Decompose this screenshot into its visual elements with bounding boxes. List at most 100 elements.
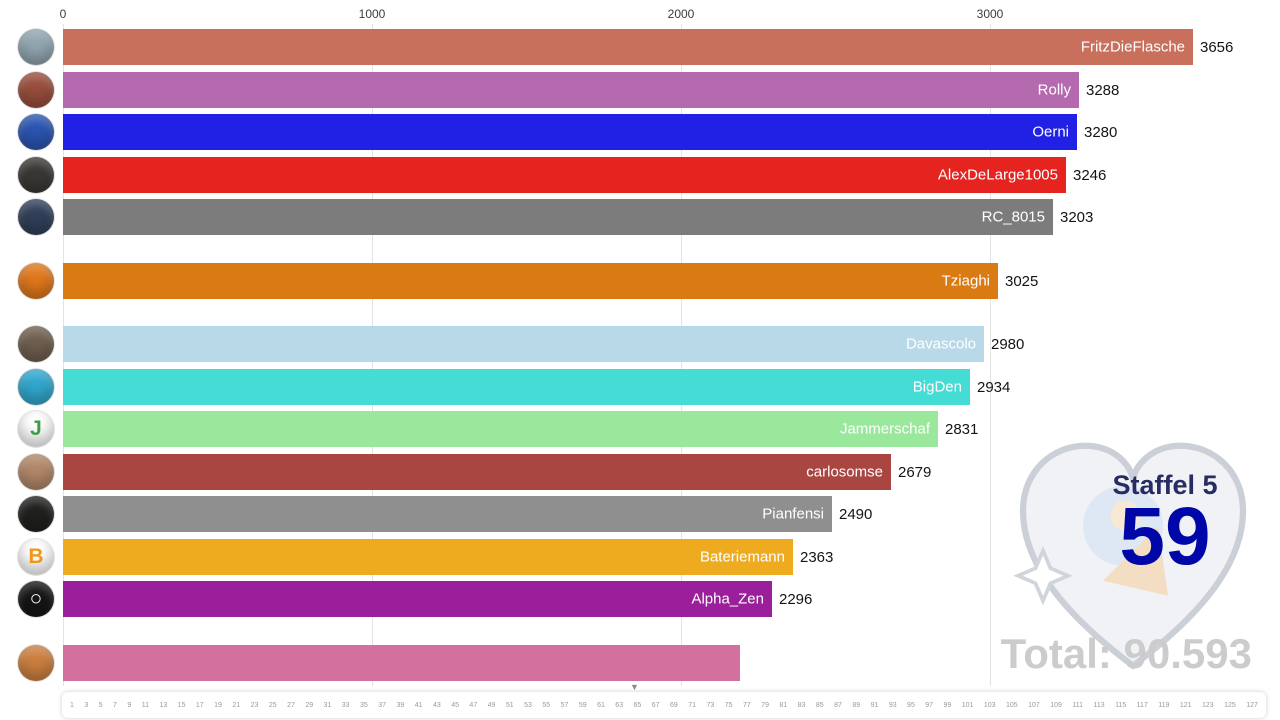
chart-row: FritzDieFlasche 3656 [0, 29, 1233, 65]
bar-value: 3288 [1086, 81, 1120, 99]
chart-row: carlosomse 2679 [0, 454, 931, 490]
avatar [18, 496, 54, 532]
timeline-tick: 107 [1028, 701, 1040, 709]
heart-icon [1013, 442, 1247, 670]
bar-value: 3203 [1060, 208, 1094, 226]
bar-label: Alpha_Zen [691, 590, 764, 608]
bar-label: RC_8015 [981, 208, 1045, 226]
bar-value: 2934 [977, 378, 1011, 396]
avatar [18, 199, 54, 235]
gridline [990, 24, 991, 686]
chart-row: AlexDeLarge1005 3246 [0, 157, 1106, 193]
avatar [18, 263, 54, 299]
bar: AlexDeLarge1005 [63, 157, 1066, 193]
timeline-tick: 125 [1224, 701, 1236, 709]
timeline-tick: 55 [542, 701, 551, 709]
timeline-tick: 61 [597, 701, 605, 709]
timeline-tick: 81 [779, 701, 788, 709]
timeline-tick: 63 [615, 701, 624, 709]
timeline-tick: 19 [214, 701, 222, 709]
avatar [18, 114, 54, 150]
timeline-tick: 75 [724, 701, 733, 709]
bar: Davascolo [63, 326, 984, 362]
bar-label: FritzDieFlasche [1080, 38, 1185, 56]
bar: FritzDieFlasche [63, 29, 1193, 65]
timeline-tick: 11 [141, 701, 149, 709]
timeline-tick: 103 [983, 701, 996, 709]
timeline-tick: 33 [341, 701, 350, 709]
chart-row: RC_8015 3203 [0, 199, 1093, 235]
timeline-tick: 93 [888, 701, 897, 709]
timeline-tick: 127 [1246, 701, 1258, 709]
bar-label: Jammerschaf [839, 420, 930, 438]
season-label: Staffel 5 [1112, 470, 1218, 500]
timeline-tick: 123 [1202, 701, 1214, 709]
timeline-tick: 5 [98, 701, 103, 709]
avatar: ○ [18, 581, 54, 617]
timeline-tick: 39 [396, 701, 405, 709]
timeline-tick: 27 [287, 701, 295, 709]
bar-label: BigDen [912, 378, 962, 396]
bar: RC_8015 [63, 199, 1053, 235]
timeline-tick: 1 [70, 701, 74, 709]
timeline-tick: 115 [1115, 701, 1127, 709]
timeline-tick: 91 [870, 701, 879, 709]
timeline-tick: 119 [1158, 701, 1170, 709]
timeline-tick: 109 [1050, 701, 1062, 709]
chart-row: Oerni 3280 [0, 114, 1117, 150]
bar: Tziaghi [63, 263, 998, 299]
avatar [18, 326, 54, 362]
timeline-tick: 31 [323, 701, 332, 709]
axis-tick-label: 0 [59, 7, 67, 21]
timeline-tick: 51 [505, 701, 514, 709]
total-label: Total: 90.593 [1000, 630, 1252, 677]
timeline-tick: 117 [1136, 701, 1148, 709]
timeline-tick: 65 [633, 701, 642, 709]
avatar [18, 72, 54, 108]
bar-label: carlosomse [806, 463, 883, 481]
timeline-tick: 67 [651, 701, 660, 709]
timeline-scrubber[interactable]: 1 3 5 7 9 11 13 15 17 19 21 23 25 27 29 31 33 35 37 39 41 43 4… [62, 692, 1266, 718]
chart-row: J Jammerschaf 2831 [0, 411, 978, 447]
chart-row: ○ Alpha_Zen 2296 [0, 581, 812, 617]
bar-label: Rolly [1037, 81, 1071, 99]
timeline-tick: 7 [113, 701, 117, 709]
chart-row: B Bateriemann 2363 [0, 539, 833, 575]
timeline-tick: 105 [1006, 701, 1018, 709]
timeline-tick: 25 [268, 701, 277, 709]
timeline-tick: 85 [815, 701, 824, 709]
bar: Pianfensi [63, 496, 832, 532]
avatar [18, 29, 54, 65]
timeline-tick: 17 [195, 701, 204, 709]
bar-label: Davascolo [905, 335, 976, 353]
timeline-tick: 43 [432, 701, 441, 709]
timeline-tick: 13 [159, 701, 168, 709]
timeline-tick: 89 [852, 701, 861, 709]
timeline-tick: 113 [1093, 701, 1105, 709]
bar-label: AlexDeLarge1005 [937, 166, 1058, 184]
timeline-tick: 47 [469, 701, 478, 709]
chart-row: BigDen 2934 [0, 369, 1010, 405]
bar-value: 2831 [945, 420, 979, 438]
timeline-tick: 99 [943, 701, 952, 709]
timeline-tick: 79 [761, 701, 769, 709]
timeline-tick: 41 [414, 701, 423, 709]
timeline-tick: 83 [797, 701, 806, 709]
timeline-tick: 87 [834, 701, 842, 709]
chart-row: Tziaghi 3025 [0, 263, 1038, 299]
bar: Rolly [63, 72, 1079, 108]
bar-value: 2490 [839, 505, 873, 523]
bar-value: 3246 [1073, 166, 1107, 184]
timeline-tick: 57 [560, 701, 569, 709]
timeline-tick: 35 [360, 701, 368, 709]
bar-label: Tziaghi [941, 272, 990, 290]
timeline-tick: 97 [925, 701, 934, 709]
chart-row: Pianfensi 2490 [0, 496, 872, 532]
timeline-marker[interactable]: ▼ [630, 682, 639, 692]
bar: Jammerschaf [63, 411, 938, 447]
episode-number: 59 [1119, 491, 1211, 582]
axis-tick-label: 3000 [976, 7, 1004, 21]
heart-logo-watermark [1008, 422, 1258, 697]
avatar [18, 454, 54, 490]
bar-value: 2980 [991, 335, 1025, 353]
